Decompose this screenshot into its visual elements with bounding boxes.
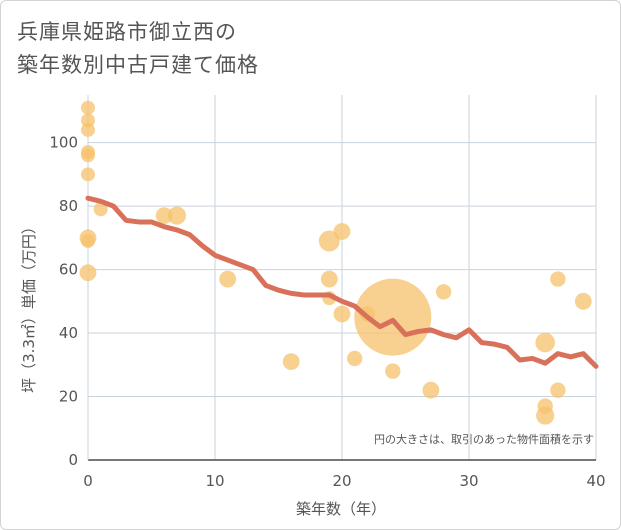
- bubble-point: [536, 406, 555, 425]
- bubble-point: [550, 271, 566, 287]
- chart-title: 兵庫県姫路市御立西の 築年数別中古戸建て価格: [17, 16, 437, 82]
- bubble-point: [219, 270, 237, 288]
- title-line-1: 兵庫県姫路市御立西の: [17, 20, 237, 44]
- title-line-2: 築年数別中古戸建て価格: [17, 53, 259, 77]
- grid-lines: [87, 95, 597, 461]
- y-tick-label: 60: [59, 261, 78, 279]
- bubble-point: [81, 122, 95, 137]
- y-tick-label: 100: [49, 134, 78, 152]
- bubble-point: [167, 206, 186, 225]
- bubble-point: [574, 292, 592, 310]
- size-note: 円の大きさは、取引のあった物件面積を示す: [374, 432, 594, 446]
- bubble-point: [320, 270, 338, 288]
- x-tick-label: 20: [332, 472, 351, 490]
- bubble-point: [282, 353, 300, 371]
- x-tick-label: 40: [586, 472, 605, 490]
- bubble-point: [333, 223, 351, 240]
- bubble-point: [422, 381, 440, 399]
- bubble-point: [318, 230, 340, 252]
- tick-labels: 0 10 20 30 40 0 20 40 60 80 100: [49, 134, 605, 490]
- x-tick-label: 30: [459, 472, 478, 490]
- y-tick-label: 0: [68, 451, 78, 469]
- y-tick-label: 20: [59, 388, 78, 406]
- bubble-point: [155, 207, 173, 225]
- bubble-point: [550, 382, 566, 398]
- y-axis-title: 坪（3.3㎡）単価（万円）: [20, 219, 38, 393]
- x-tick-label: 10: [205, 472, 224, 490]
- bubble-point: [385, 363, 401, 379]
- bubble-point: [347, 350, 363, 367]
- bubble-point: [81, 100, 95, 115]
- trend-line-layer: [85, 195, 599, 369]
- x-axis-title: 築年数（年）: [296, 500, 386, 518]
- trend-line: [85, 195, 599, 369]
- bubble-point: [93, 202, 108, 217]
- bubbles: [79, 100, 592, 425]
- bubble-point: [333, 305, 351, 323]
- bubble-point: [81, 148, 95, 163]
- bubble-point: [535, 332, 555, 353]
- bubble-point: [81, 167, 95, 182]
- bubble-point: [435, 284, 452, 300]
- bubble-point: [79, 264, 97, 282]
- bubble-point: [81, 234, 95, 248]
- bubble-point: [354, 278, 432, 356]
- y-tick-label: 40: [59, 324, 78, 342]
- y-tick-label: 80: [59, 197, 78, 215]
- x-tick-label: 0: [83, 472, 93, 490]
